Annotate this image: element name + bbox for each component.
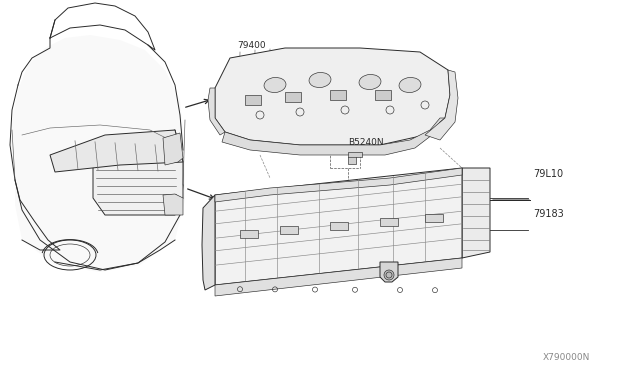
Polygon shape (163, 194, 183, 215)
Bar (375, 90, 391, 100)
Ellipse shape (359, 74, 381, 90)
Bar (280, 226, 298, 234)
Text: X790000N: X790000N (543, 353, 590, 362)
Ellipse shape (309, 73, 331, 87)
Polygon shape (348, 152, 362, 164)
Bar (245, 95, 261, 105)
Polygon shape (380, 262, 398, 282)
Polygon shape (208, 88, 225, 135)
Polygon shape (215, 48, 450, 145)
Polygon shape (202, 195, 215, 290)
Ellipse shape (399, 77, 421, 93)
Bar (240, 230, 258, 238)
Polygon shape (50, 130, 183, 172)
Text: 79L10: 79L10 (533, 169, 563, 179)
Ellipse shape (264, 77, 286, 93)
Text: 79183: 79183 (533, 209, 564, 219)
Circle shape (384, 270, 394, 280)
Polygon shape (215, 168, 462, 285)
Polygon shape (425, 70, 458, 140)
Polygon shape (215, 258, 462, 296)
Polygon shape (93, 130, 183, 215)
Bar (285, 92, 301, 102)
Polygon shape (163, 133, 183, 165)
Text: 79400: 79400 (237, 41, 266, 50)
Bar (330, 90, 346, 100)
Polygon shape (215, 168, 462, 202)
Polygon shape (10, 35, 185, 272)
Bar (330, 222, 348, 230)
Bar (380, 218, 398, 226)
Polygon shape (222, 118, 445, 155)
Bar (425, 214, 443, 222)
Text: B5240N: B5240N (348, 138, 383, 147)
Polygon shape (462, 168, 490, 258)
